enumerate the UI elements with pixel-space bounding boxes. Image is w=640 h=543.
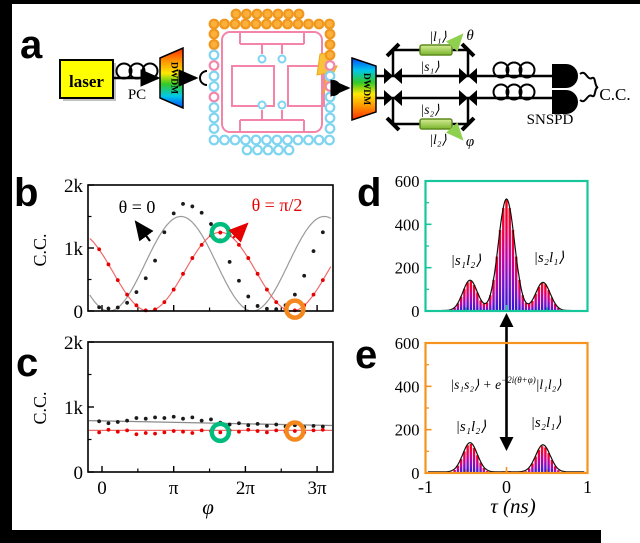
- coupler-icon: [384, 68, 393, 84]
- panel-d-histogram: 0 200 400 600: [395, 172, 589, 321]
- mirror-icon: [460, 42, 476, 58]
- formula-exponent: −2i(θ+φ): [501, 375, 536, 385]
- theta-pi2-arrow-icon: [228, 222, 249, 243]
- panel-label-c: c: [16, 341, 38, 385]
- svg-text:200: 200: [395, 259, 420, 278]
- frame-left: [0, 0, 12, 543]
- output-coils-icon: [492, 61, 536, 101]
- svg-text:π: π: [169, 478, 179, 499]
- svg-text:2k: 2k: [64, 176, 84, 197]
- svg-text:0: 0: [97, 478, 107, 499]
- d-ket-s1l2: |s₁l₂⟩: [451, 253, 482, 269]
- svg-text:1k: 1k: [64, 398, 84, 419]
- dwdm1-label: DWDM: [169, 62, 179, 94]
- laser-box: [59, 59, 114, 99]
- cable-bottom-icon: [579, 86, 599, 103]
- svg-text:0: 0: [502, 477, 511, 497]
- svg-text:400: 400: [395, 377, 420, 396]
- cc-label: C.C.: [599, 85, 630, 104]
- svg-text:0: 0: [74, 302, 84, 323]
- coupler-icon: [384, 90, 393, 106]
- cable-top-icon: [579, 71, 599, 89]
- frame-bottom: [0, 530, 601, 543]
- svg-text:3π: 3π: [308, 478, 328, 499]
- e-ket-s2l1: |s₂l₁⟩: [531, 415, 562, 431]
- panel-b-ylabel: C.C.: [30, 233, 50, 266]
- panel-label-a: a: [20, 23, 43, 67]
- svg-text:2π: 2π: [236, 478, 256, 499]
- pc-coils-icon: [115, 62, 159, 80]
- svg-text:200: 200: [395, 421, 420, 440]
- svg-text:1k: 1k: [64, 239, 84, 260]
- d-ket-s2l1: |s₂l₁⟩: [534, 250, 565, 266]
- ket-l2: |l₂⟩: [429, 132, 447, 147]
- photonic-chip: [208, 8, 338, 156]
- phase-shifter-phi: [419, 118, 453, 130]
- phase-shifter-theta: [419, 44, 453, 56]
- coupler-icon: [459, 90, 468, 106]
- formula-post: |l₁l₂⟩: [536, 377, 563, 392]
- svg-text:400: 400: [395, 215, 420, 234]
- coupler-icon: [459, 68, 468, 84]
- svg-text:600: 600: [395, 334, 420, 353]
- detector-top-icon: [552, 64, 578, 88]
- theta0-arrow-icon: [134, 220, 154, 242]
- coupler-icon: [468, 90, 477, 106]
- dwdm2-icon: DWDM: [351, 56, 377, 122]
- e-state-formula: |s₁s₂⟩ + e−2i(θ+φ)|l₁l₂⟩: [450, 375, 562, 392]
- coupler-icon: [393, 90, 402, 106]
- svg-text:0: 0: [74, 463, 84, 484]
- panel-c-plot: 0 1k 2k 0 π 2π 3π: [64, 333, 334, 499]
- frame-top: [0, 0, 640, 4]
- ket-l1: |l₁⟩: [429, 29, 447, 44]
- mirror-icon: [385, 42, 401, 58]
- phi-label: φ: [466, 134, 474, 150]
- panel-b-plot: 0 1k 2k: [64, 176, 334, 323]
- svg-text:0: 0: [411, 302, 419, 321]
- svg-text:2k: 2k: [64, 333, 84, 354]
- dwdm1-icon: DWDM: [159, 46, 184, 110]
- setup-diagram: a laser PC DWDM: [20, 8, 631, 156]
- svg-text:-1: -1: [418, 477, 433, 497]
- coupler-icon: [468, 68, 477, 84]
- theta-pi2-annotation: θ = π/2: [252, 195, 303, 215]
- detector-bottom-icon: [552, 90, 578, 114]
- coupler-icon: [393, 68, 402, 84]
- mzi-top: |l₁⟩ |s₁⟩ θ: [376, 28, 552, 84]
- phi-axis-label: φ: [202, 495, 214, 519]
- phi-arrow-icon: [446, 122, 464, 141]
- grating-coupler-in-icon: [199, 70, 208, 86]
- ket-s1: |s₁⟩: [421, 59, 441, 74]
- ket-s2: |s₂⟩: [421, 102, 441, 117]
- mirror-icon: [460, 116, 476, 132]
- mirror-icon: [385, 116, 401, 132]
- chip-inner-dots: [257, 54, 287, 110]
- formula-pre: |s₁s₂⟩ + e: [450, 377, 501, 392]
- e-ket-s1l2: |s₁l₂⟩: [456, 419, 487, 435]
- svg-text:0: 0: [411, 464, 419, 483]
- laser-label: laser: [69, 72, 104, 91]
- theta-arrow-icon: [446, 33, 464, 52]
- panel-label-d: d: [357, 171, 381, 215]
- dwdm2-label: DWDM: [361, 73, 371, 105]
- svg-text:600: 600: [395, 172, 420, 191]
- theta0-annotation: θ = 0: [119, 197, 156, 217]
- pc-label: PC: [128, 87, 146, 103]
- snspd-label: SNSPD: [527, 112, 574, 128]
- theta-label: θ: [466, 28, 474, 44]
- panel-c-ylabel: C.C.: [30, 391, 50, 424]
- tau-axis-label: τ (ns): [490, 494, 535, 518]
- panel-label-e: e: [355, 333, 377, 377]
- panel-label-b: b: [14, 171, 38, 215]
- svg-text:1: 1: [583, 477, 592, 497]
